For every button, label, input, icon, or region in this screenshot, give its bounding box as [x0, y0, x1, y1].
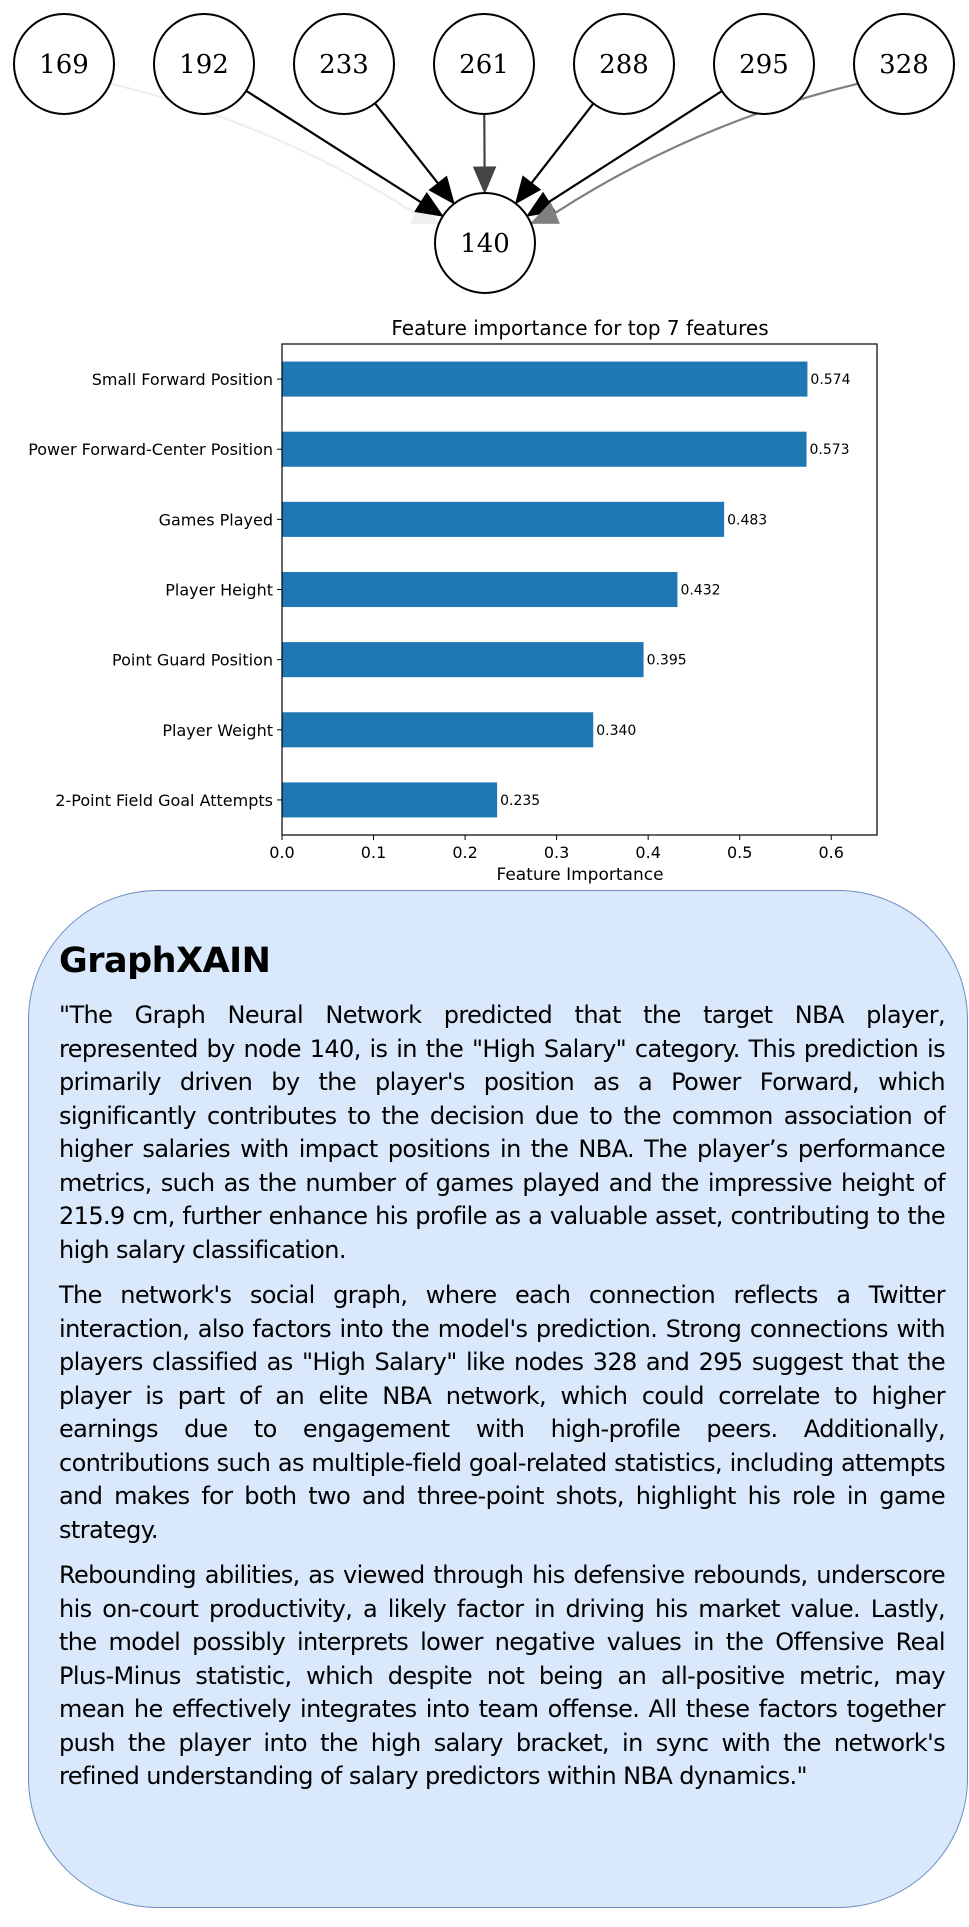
- x-tick-label: 0.3: [544, 843, 569, 862]
- node-label: 295: [739, 50, 789, 80]
- bar-4: [282, 642, 644, 678]
- y-axis: Small Forward Position Power Forward-Cent…: [28, 370, 282, 810]
- edge-192-to-140: [245, 89, 422, 204]
- feature-importance-chart: Feature importance for top 7 features 0.…: [28, 316, 878, 885]
- bar-5: [282, 712, 594, 748]
- graph-node-288: 288: [573, 13, 675, 115]
- bar-3: [282, 571, 678, 608]
- node-label: 261: [459, 50, 509, 80]
- bar-value-label: 0.574: [810, 372, 850, 388]
- chart-title: Feature importance for top 7 features: [391, 316, 768, 340]
- category-label: Games Played: [159, 510, 273, 529]
- bar-value-label: 0.340: [596, 723, 636, 739]
- chart-bars: 0.574 0.573 0.483 0.432 0.395 0.340 0.235: [282, 361, 851, 818]
- x-axis: 0.0 0.1 0.2 0.3 0.4 0.5 0.6: [269, 835, 844, 862]
- node-label: 233: [319, 50, 369, 80]
- graph-node-233: 233: [293, 13, 395, 115]
- explanation-panel: GraphXAIN "The Graph Neural Network pred…: [28, 890, 968, 1908]
- graph-nodes: 169 192 233 261 288 295 328 140: [13, 13, 955, 294]
- x-tick-label: 0.6: [819, 843, 844, 862]
- bar-value-label: 0.395: [647, 653, 687, 669]
- edge-288-to-140: [530, 102, 595, 184]
- category-label: Player Weight: [162, 721, 273, 740]
- node-label: 192: [179, 50, 229, 80]
- arrowhead-288: [514, 175, 542, 205]
- node-label: 288: [599, 50, 649, 80]
- category-label: 2-Point Field Goal Attempts: [55, 791, 273, 810]
- explanation-title: GraphXAIN: [59, 941, 271, 981]
- graph-node-169: 169: [13, 13, 115, 115]
- arrowhead-233: [428, 175, 455, 205]
- edge-295-to-140: [548, 90, 723, 203]
- node-label: 328: [879, 50, 929, 80]
- bar-2: [282, 501, 725, 537]
- bar-value-label: 0.432: [680, 583, 720, 599]
- arrowhead-261: [472, 166, 497, 195]
- node-label: 169: [39, 50, 89, 80]
- graph-node-192: 192: [153, 13, 255, 115]
- edge-328-to-140: [554, 82, 859, 215]
- x-tick-label: 0.4: [635, 843, 660, 862]
- graph-node-295: 295: [713, 13, 815, 115]
- node-graph: 169 192 233 261 288 295 328 140: [13, 13, 955, 294]
- graph-edges: [109, 82, 859, 224]
- explanation-paragraph-3: Rebounding abilities, as viewed through …: [59, 1561, 946, 1790]
- arrowhead-328: [529, 202, 560, 224]
- arrowhead-192: [414, 191, 444, 217]
- category-label: Power Forward-Center Position: [28, 440, 273, 459]
- bar-value-label: 0.483: [727, 512, 767, 528]
- graph-node-261: 261: [433, 13, 535, 115]
- bar-6: [282, 782, 498, 818]
- x-tick-label: 0.5: [727, 843, 752, 862]
- graph-node-target: 140: [434, 192, 536, 294]
- edge-169-to-140: [109, 82, 416, 215]
- category-label: Small Forward Position: [92, 370, 273, 389]
- category-label: Point Guard Position: [112, 651, 273, 670]
- bar-value-label: 0.573: [810, 442, 850, 458]
- graph-node-328: 328: [853, 13, 955, 115]
- bar-1: [282, 431, 807, 467]
- x-axis-label: Feature Importance: [496, 865, 663, 885]
- x-tick-label: 0.2: [452, 843, 477, 862]
- category-label: Player Height: [165, 581, 273, 600]
- bar-0: [282, 361, 808, 397]
- x-tick-label: 0.1: [361, 843, 386, 862]
- explanation-paragraph-2: The network's social graph, where each c…: [59, 1281, 946, 1544]
- x-tick-label: 0.0: [269, 843, 294, 862]
- node-label: 140: [460, 229, 510, 259]
- edge-233-to-140: [374, 102, 439, 184]
- bar-value-label: 0.235: [500, 793, 540, 809]
- explanation-paragraph-1: "The Graph Neural Network predicted that…: [59, 1001, 946, 1264]
